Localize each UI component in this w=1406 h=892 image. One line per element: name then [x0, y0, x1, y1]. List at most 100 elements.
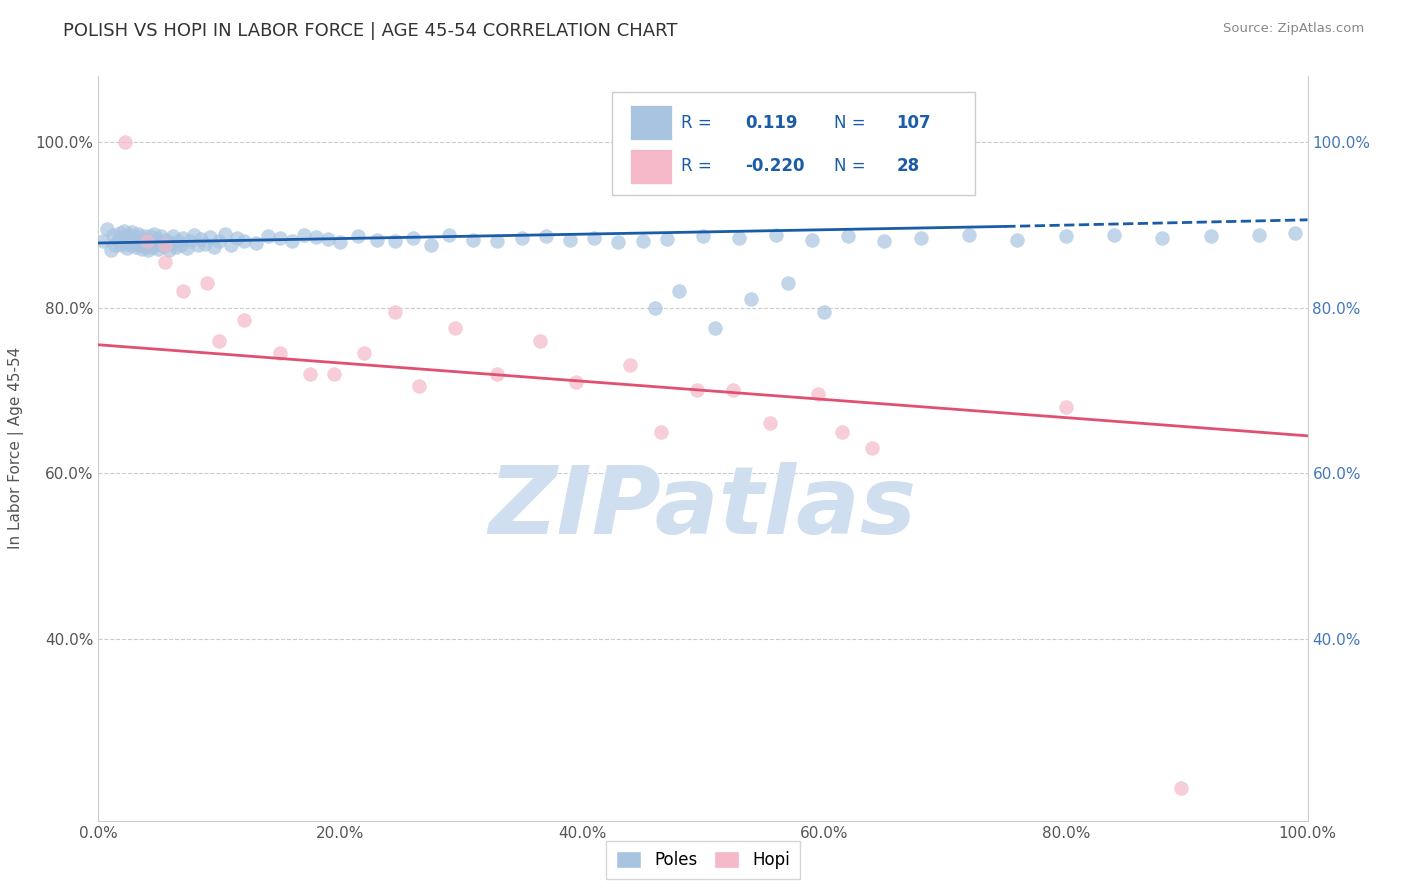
Point	[323, 367, 346, 381]
Point	[101, 227, 124, 242]
Point	[179, 235, 201, 249]
Point	[139, 229, 162, 244]
Point	[118, 227, 141, 242]
Point	[281, 235, 304, 249]
Point	[1199, 229, 1222, 244]
Point	[565, 375, 588, 389]
Point	[198, 230, 221, 244]
Point	[141, 240, 163, 254]
Point	[112, 224, 135, 238]
Point	[204, 240, 226, 254]
Point	[194, 236, 217, 251]
Point	[256, 229, 278, 244]
Point	[619, 359, 641, 373]
Point	[135, 235, 157, 249]
Point	[100, 243, 122, 257]
Point	[655, 232, 678, 246]
Point	[160, 235, 183, 250]
Point	[129, 232, 152, 246]
Point	[807, 387, 830, 401]
Text: 107: 107	[897, 113, 931, 132]
Text: Source: ZipAtlas.com: Source: ZipAtlas.com	[1223, 22, 1364, 36]
Point	[104, 238, 127, 252]
Point	[190, 232, 212, 246]
Point	[402, 231, 425, 245]
Point	[115, 229, 138, 244]
Point	[135, 233, 157, 247]
Point	[143, 238, 166, 252]
Y-axis label: In Labor Force | Age 45-54: In Labor Force | Age 45-54	[8, 347, 24, 549]
Text: R =: R =	[682, 113, 717, 132]
Point	[558, 233, 581, 247]
Point	[232, 313, 254, 327]
Point	[107, 233, 129, 247]
Point	[110, 237, 132, 252]
Point	[831, 425, 853, 439]
Point	[650, 425, 672, 439]
Point	[1054, 400, 1077, 414]
Point	[1007, 233, 1029, 247]
Point	[758, 417, 780, 431]
Point	[631, 234, 654, 248]
Point	[150, 228, 173, 243]
Point	[347, 228, 370, 243]
FancyBboxPatch shape	[630, 105, 672, 140]
Point	[486, 367, 509, 381]
Point	[837, 229, 859, 244]
Point	[155, 233, 177, 247]
Point	[486, 235, 509, 249]
Point	[214, 227, 236, 241]
Point	[153, 238, 176, 252]
Point	[957, 227, 980, 242]
FancyBboxPatch shape	[613, 92, 976, 195]
Point	[172, 231, 194, 245]
Point	[607, 235, 630, 249]
Point	[723, 384, 745, 398]
Point	[644, 301, 666, 315]
Point	[420, 237, 443, 252]
Point	[437, 227, 460, 242]
Text: -0.220: -0.220	[745, 158, 804, 176]
Point	[269, 231, 291, 245]
Text: N =: N =	[834, 113, 870, 132]
Point	[305, 230, 328, 244]
Point	[132, 235, 155, 249]
Point	[120, 238, 142, 252]
Point	[860, 442, 883, 456]
Point	[408, 379, 430, 393]
Point	[169, 237, 191, 252]
Point	[152, 239, 174, 253]
Point	[127, 234, 149, 248]
Point	[208, 334, 231, 348]
Point	[195, 276, 218, 290]
Point	[117, 241, 139, 255]
Point	[135, 239, 157, 253]
Point	[463, 233, 485, 247]
Point	[122, 236, 145, 251]
Point	[668, 284, 690, 298]
Text: 28: 28	[897, 158, 920, 176]
Point	[148, 235, 170, 249]
Point	[510, 231, 533, 245]
Point	[366, 233, 388, 247]
Point	[704, 321, 727, 335]
Point	[142, 234, 165, 248]
Point	[114, 135, 136, 149]
Point	[299, 367, 322, 381]
Point	[316, 232, 339, 246]
Text: R =: R =	[682, 158, 717, 176]
Point	[245, 235, 267, 250]
Point	[114, 235, 136, 250]
Point	[813, 304, 835, 318]
Point	[162, 229, 184, 244]
Point	[111, 231, 134, 245]
Point	[292, 227, 315, 242]
Point	[121, 225, 143, 239]
Point	[384, 235, 406, 249]
Point	[131, 242, 153, 256]
Point	[384, 304, 406, 318]
Point	[176, 241, 198, 255]
Point	[221, 237, 243, 252]
Point	[1284, 226, 1306, 240]
Point	[583, 231, 606, 245]
